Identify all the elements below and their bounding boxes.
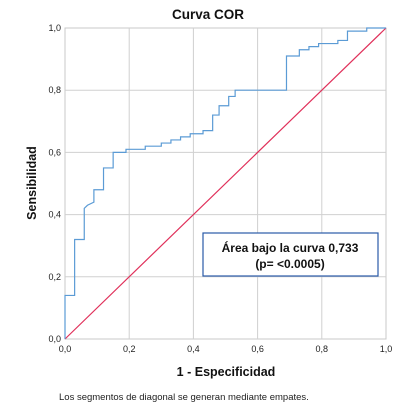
y-tick-label: 0,8 (48, 85, 61, 95)
x-tick-labels: 0,0 0,2 0,4 0,6 0,8 1,0 (59, 344, 393, 354)
y-axis-label: Sensibilidad (25, 146, 39, 220)
y-tick-label: 0,0 (48, 334, 61, 344)
auc-annotation-box (202, 232, 379, 277)
x-tick-label: 0,2 (123, 344, 136, 354)
y-tick-label: 0,4 (48, 210, 61, 220)
auc-annotation: Área bajo la curva 0,733 (p= <0.0005) (202, 232, 379, 277)
y-tick-labels: 0,0 0,2 0,4 0,6 0,8 1,0 (48, 23, 61, 344)
reference-diagonal-line (64, 27, 387, 340)
x-tick-label: 0,4 (187, 344, 200, 354)
y-tick-label: 0,6 (48, 147, 61, 157)
grid-lines (65, 28, 386, 339)
roc-curve-line (64, 27, 386, 339)
x-tick-label: 0,0 (59, 344, 72, 354)
x-tick-label: 1,0 (380, 344, 393, 354)
footnote: Los segmentos de diagonal se generan med… (59, 392, 309, 403)
auc-annotation-line1: Área bajo la curva 0,733 (222, 240, 359, 255)
auc-annotation-line2: (p= <0.0005) (255, 257, 324, 271)
x-tick-label: 0,6 (251, 344, 264, 354)
y-tick-label: 1,0 (48, 23, 61, 33)
chart-title: Curva COR (172, 7, 244, 22)
x-tick-label: 0,8 (316, 344, 329, 354)
y-tick-label: 0,2 (48, 272, 61, 282)
x-axis-label: 1 - Especificidad (177, 365, 276, 379)
